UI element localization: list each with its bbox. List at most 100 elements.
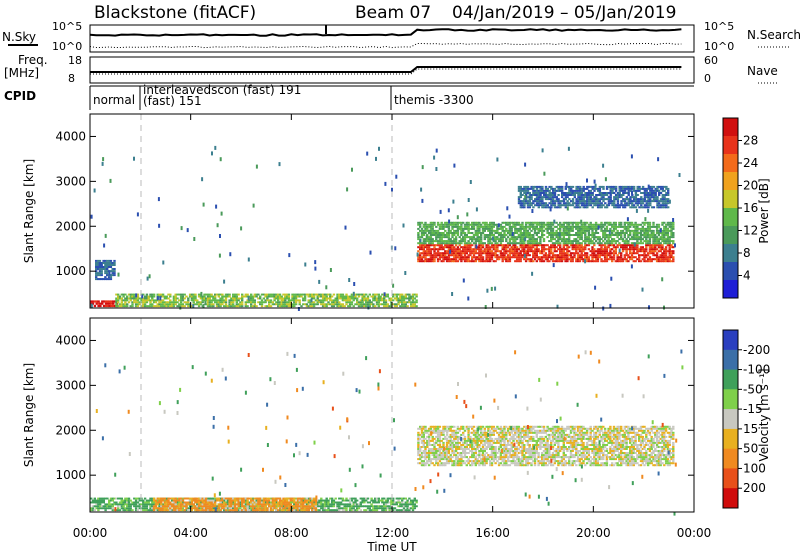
range-gate-cell bbox=[490, 232, 494, 234]
range-gate-cell bbox=[575, 240, 578, 243]
range-gate-cell bbox=[550, 194, 553, 196]
power-ylabel: Slant Range [km] bbox=[22, 159, 36, 263]
range-gate-cell bbox=[471, 227, 474, 230]
range-gate-cell bbox=[284, 509, 287, 512]
range-gate-cell bbox=[106, 507, 109, 510]
range-gate-cell bbox=[643, 234, 646, 236]
range-gate-cell bbox=[623, 200, 627, 203]
scatter-cell bbox=[219, 234, 221, 238]
range-gate-cell bbox=[478, 248, 481, 251]
range-gate-cell bbox=[539, 198, 542, 201]
range-gate-cell bbox=[580, 258, 583, 261]
range-gate-cell bbox=[185, 509, 188, 512]
range-gate-cell bbox=[478, 254, 481, 257]
range-gate-cell bbox=[406, 301, 409, 304]
range-gate-cell bbox=[485, 234, 488, 236]
range-gate-cell bbox=[104, 278, 107, 281]
range-gate-cell bbox=[113, 259, 116, 262]
range-gate-cell bbox=[663, 204, 666, 207]
range-gate-cell bbox=[570, 200, 573, 203]
range-gate-cell bbox=[187, 299, 190, 302]
range-gate-cell bbox=[666, 256, 670, 259]
range-gate-cell bbox=[501, 229, 504, 232]
range-gate-cell bbox=[623, 204, 627, 207]
range-gate-cell bbox=[503, 246, 506, 249]
range-gate-cell bbox=[605, 242, 609, 245]
range-gate-cell bbox=[649, 196, 652, 199]
range-gate-cell bbox=[542, 244, 546, 247]
range-gate-cell bbox=[526, 221, 530, 224]
range-gate-cell bbox=[462, 238, 465, 241]
range-gate-cell bbox=[559, 258, 562, 261]
range-gate-cell bbox=[638, 236, 641, 239]
range-gate-cell bbox=[546, 256, 549, 259]
range-gate-cell bbox=[458, 250, 461, 253]
range-gate-cell bbox=[241, 303, 244, 306]
scatter-cell bbox=[135, 293, 138, 298]
scatter-cell bbox=[223, 279, 226, 284]
range-gate-cell bbox=[124, 293, 127, 296]
range-gate-cell bbox=[613, 204, 616, 207]
range-gate-cell bbox=[472, 225, 476, 228]
range-gate-cell bbox=[334, 501, 337, 504]
range-gate-cell bbox=[255, 499, 258, 502]
range-gate-cell bbox=[149, 505, 152, 508]
range-gate-cell bbox=[170, 303, 174, 306]
range-gate-cell bbox=[447, 238, 451, 241]
range-gate-cell bbox=[596, 206, 600, 209]
range-gate-cell bbox=[291, 297, 294, 300]
range-gate-cell bbox=[293, 299, 296, 302]
range-gate-cell bbox=[553, 242, 556, 245]
range-gate-cell bbox=[557, 189, 560, 192]
range-gate-cell bbox=[496, 258, 499, 261]
range-gate-cell bbox=[632, 246, 635, 249]
scatter-cell bbox=[353, 282, 356, 286]
scatter-cell bbox=[449, 249, 452, 254]
range-gate-cell bbox=[302, 299, 305, 302]
range-gate-cell bbox=[112, 300, 115, 303]
range-gate-cell bbox=[429, 242, 433, 245]
range-gate-cell bbox=[620, 258, 623, 261]
range-gate-cell bbox=[147, 305, 150, 308]
range-gate-cell bbox=[95, 264, 98, 266]
range-gate-cell bbox=[654, 225, 657, 228]
range-gate-cell bbox=[625, 260, 628, 263]
range-gate-cell bbox=[160, 301, 163, 304]
range-gate-cell bbox=[433, 250, 436, 253]
range-gate-cell bbox=[478, 242, 481, 245]
range-gate-cell bbox=[454, 240, 458, 243]
range-gate-cell bbox=[489, 246, 492, 249]
range-gate-cell bbox=[253, 299, 256, 302]
range-gate-cell bbox=[537, 250, 540, 253]
range-gate-cell bbox=[579, 192, 582, 194]
range-gate-cell bbox=[217, 509, 220, 512]
range-gate-cell bbox=[447, 236, 451, 239]
range-gate-cell bbox=[458, 244, 461, 247]
nave-label: Nave bbox=[747, 64, 778, 78]
range-gate-cell bbox=[524, 227, 528, 230]
range-gate-cell bbox=[465, 223, 468, 226]
range-gate-cell bbox=[199, 507, 203, 510]
range-gate-cell bbox=[533, 225, 537, 228]
range-gate-cell bbox=[506, 236, 510, 239]
range-gate-cell bbox=[419, 236, 422, 239]
scatter-cell bbox=[433, 155, 436, 160]
range-gate-cell bbox=[577, 192, 580, 194]
range-gate-cell bbox=[151, 499, 154, 502]
range-gate-cell bbox=[492, 244, 495, 247]
range-gate-cell bbox=[122, 503, 125, 506]
range-gate-cell bbox=[210, 497, 213, 500]
range-gate-cell bbox=[605, 198, 609, 201]
range-gate-cell bbox=[548, 254, 551, 257]
range-gate-cell bbox=[672, 221, 675, 224]
range-gate-cell bbox=[564, 240, 567, 243]
range-gate-cell bbox=[480, 250, 483, 253]
range-gate-cell bbox=[499, 223, 503, 226]
range-gate-cell bbox=[548, 234, 551, 236]
range-gate-cell bbox=[641, 202, 645, 205]
range-gate-cell bbox=[573, 206, 576, 209]
range-gate-cell bbox=[350, 303, 354, 306]
range-gate-cell bbox=[517, 256, 521, 259]
range-gate-cell bbox=[336, 503, 339, 506]
range-gate-cell bbox=[181, 305, 185, 308]
